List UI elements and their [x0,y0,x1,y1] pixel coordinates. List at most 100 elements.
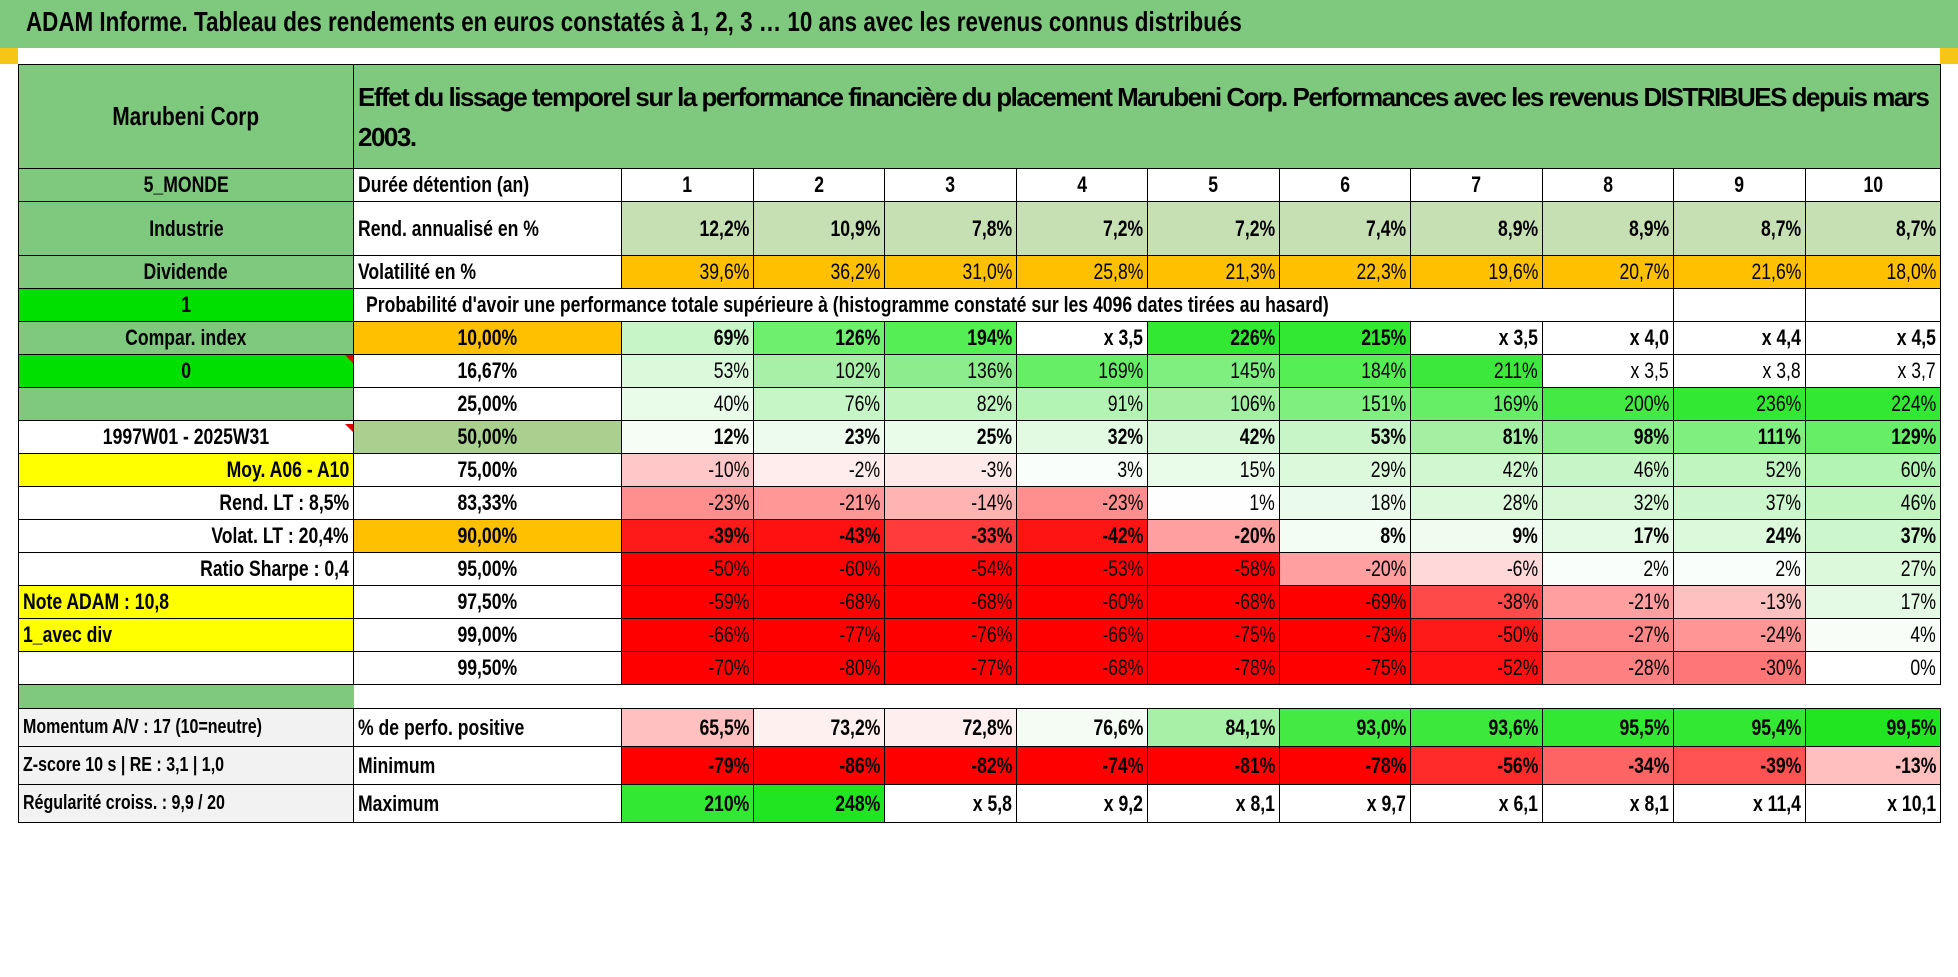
rend-value: 8,9% [1410,201,1543,256]
rend-lt-label: Rend. LT : 8,5% [18,486,354,520]
prob-value: -42% [1016,519,1148,553]
pos-row: Momentum A/V : 17 (10=neutre) % de perfo.… [18,708,1942,747]
prob-value-text: 15% [1239,457,1275,482]
prob-value-text: 226% [1229,325,1275,350]
max-row: Régularité croiss. : 9,9 / 20 Maximum 210%… [18,784,1942,823]
pos-value-text: 93,0% [1356,714,1406,740]
prob-title-row: 1 Probabilité d'avoir une performance tot… [18,288,1942,322]
prob-value-text: 106% [1229,391,1275,416]
prob-value: 15% [1147,453,1280,487]
prob-value: 224% [1804,387,1942,421]
prob-value-text: -42% [1101,523,1143,548]
prob-threshold-text: 16,67% [457,358,518,383]
note-adam-label: Note ADAM : 10,8 [18,585,354,619]
prob-value-text: -6% [1506,556,1538,581]
prob-value-text: 42% [1239,424,1275,449]
rend-lt-label-text: Rend. LT : 8,5% [219,490,349,515]
prob-value: 4% [1804,618,1942,652]
max-value: x 10,1 [1804,784,1942,823]
prob-value: 40% [621,387,754,421]
prob-value: -28% [1542,651,1674,685]
prob-value-text: 37% [1900,523,1937,548]
prob-title-text: Probabilité d'avoir une performance tota… [366,292,1329,317]
pos-value-text: 65,5% [699,714,749,740]
year-header: 7 [1410,168,1543,202]
type-label-text: Dividende [143,259,229,284]
flag-zero-text: 0 [181,358,191,383]
prob-value: 145% [1147,354,1280,388]
prob-value: -80% [753,651,885,685]
prob-value: -68% [1016,651,1148,685]
max-value: x 8,1 [1147,784,1280,823]
prob-value-text: -77% [838,622,880,647]
prob-value-text: -78% [1233,655,1275,680]
prob-value: 76% [753,387,885,421]
pos-value: 99,5% [1804,708,1942,747]
prob-threshold: 50,00% [353,420,622,454]
prob-value-text: 2% [1643,556,1669,581]
prob-value-text: x 3,5 [1103,325,1143,350]
prob-value: -77% [884,651,1017,685]
prob-value-text: 145% [1229,358,1275,383]
sharpe-label-text: Ratio Sharpe : 0,4 [200,556,349,581]
vol-value-text: 21,3% [1225,259,1275,284]
vol-value: 25,8% [1016,255,1148,289]
separator-blank [353,684,1941,709]
prob-threshold-text: 83,33% [457,490,518,515]
year-header: 4 [1016,168,1148,202]
year-header-text: 6 [1340,172,1350,197]
prob-threshold: 95,00% [353,552,622,586]
prob-value-text: 1% [1249,490,1275,515]
moy-label-text: Moy. A06 - A10 [226,457,349,482]
prob-value: 42% [1147,420,1280,454]
vol-value-text: 19,6% [1488,259,1538,284]
prob-value-text: 151% [1360,391,1406,416]
rend-value-text: 12,2% [699,215,749,241]
comment-marker [345,355,353,363]
flag-one-text: 1 [181,292,191,317]
prob-value-text: -50% [1496,622,1538,647]
comment-marker [345,424,353,432]
prob-value: 37% [1804,519,1942,553]
prob-threshold: 99,50% [353,651,622,685]
regularite-label: Régularité croiss. : 9,9 / 20 [18,784,354,823]
empty-cell [18,651,354,685]
vol-value: 36,2% [753,255,885,289]
pos-value-text: 99,5% [1886,714,1937,740]
momentum-label: Momentum A/V : 17 (10=neutre) [18,708,354,747]
max-value-text: x 5,8 [972,790,1012,816]
min-value: -56% [1410,746,1543,785]
prob-value: -53% [1016,552,1148,586]
prob-value: 136% [884,354,1017,388]
min-value-text: -82% [970,752,1012,778]
regularite-label-text: Régularité croiss. : 9,9 / 20 [23,792,225,814]
min-value: -78% [1279,746,1411,785]
prob-value-text: 32% [1107,424,1143,449]
prob-value: 53% [1279,420,1411,454]
prob-value: 12% [621,420,754,454]
prob-value: -23% [621,486,754,520]
vol-row: Dividende Volatilité en % 39,6% 36,2% 31,0% 2… [18,255,1942,289]
min-value-text: -81% [1233,752,1275,778]
type-label: Dividende [18,255,354,289]
prob-threshold: 90,00% [353,519,622,553]
rend-value-text: 7,8% [971,215,1012,241]
prob-value: 98% [1542,420,1674,454]
pos-value-text: 95,4% [1751,714,1801,740]
prob-value-text: -80% [838,655,880,680]
prob-row: 99,50% -70% -80% -77% -68% -78% -75% -52% -28% -3… [18,651,1942,685]
min-value: -82% [884,746,1017,785]
prob-value-text: 53% [713,358,749,383]
pos-value: 72,8% [884,708,1017,747]
vol-value-text: 36,2% [830,259,880,284]
flag-zero: 0 [18,354,354,388]
pos-value: 73,2% [753,708,885,747]
prob-value: 200% [1542,387,1674,421]
rend-value-text: 8,9% [1628,215,1669,241]
compar-label-text: Compar. index [125,325,247,350]
vol-label: Volatilité en % [353,255,622,289]
prob-value: 52% [1673,453,1806,487]
prob-value: 17% [1804,585,1942,619]
prob-value: -6% [1410,552,1543,586]
rend-value: 7,2% [1016,201,1148,256]
